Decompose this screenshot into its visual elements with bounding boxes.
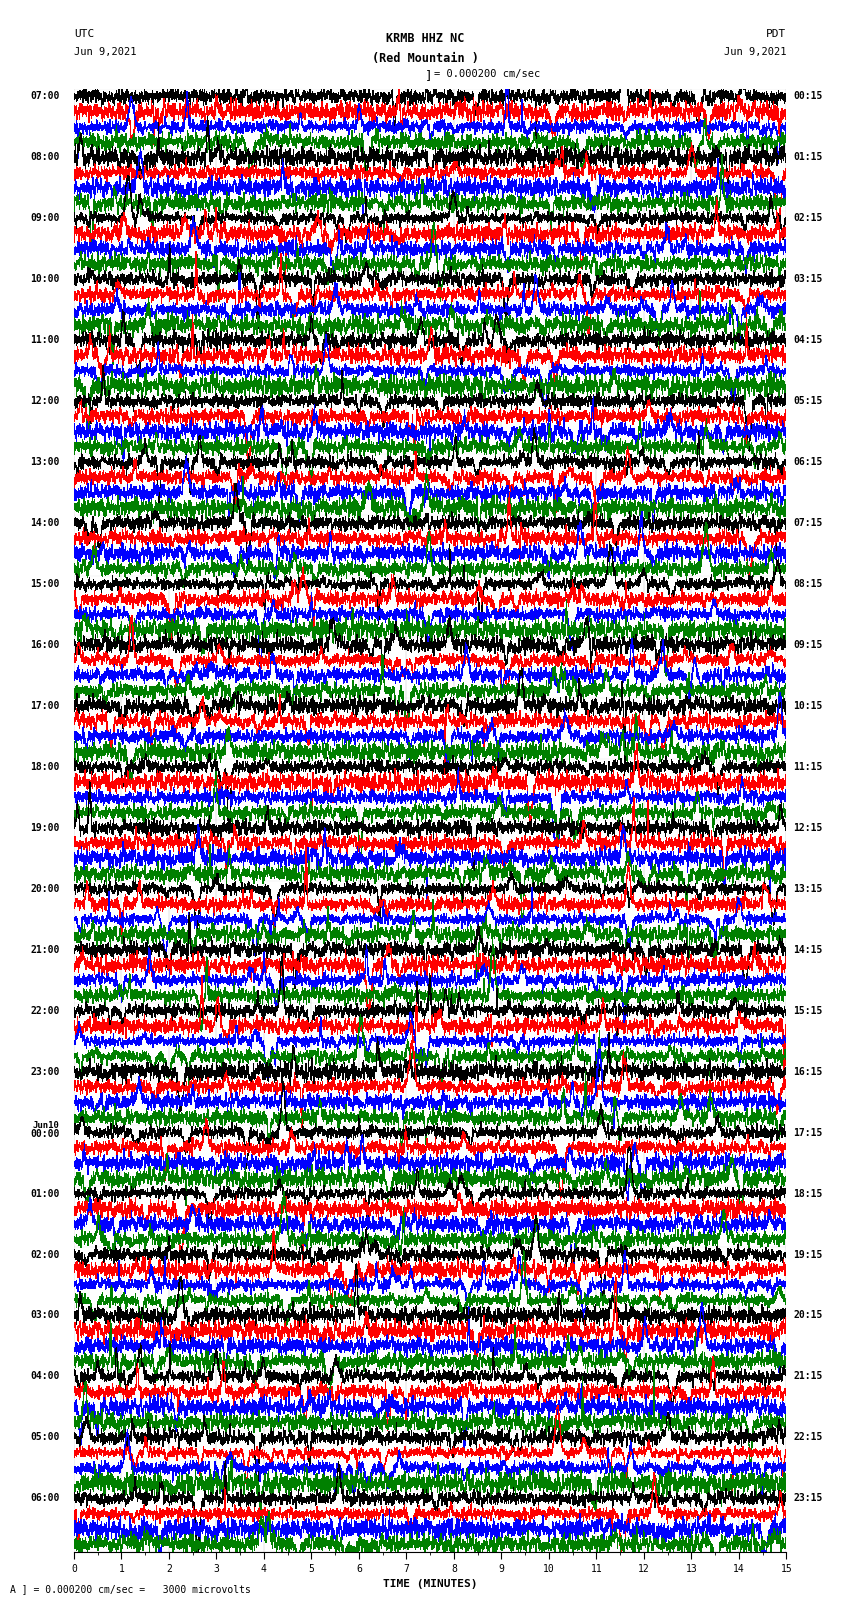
Text: 14:00: 14:00 <box>31 518 60 527</box>
Text: Jun10: Jun10 <box>33 1121 60 1129</box>
Text: ]: ] <box>425 69 433 82</box>
Text: 04:15: 04:15 <box>793 336 823 345</box>
Text: = 0.000200 cm/sec: = 0.000200 cm/sec <box>434 69 540 79</box>
Text: 23:15: 23:15 <box>793 1494 823 1503</box>
Text: 10:15: 10:15 <box>793 702 823 711</box>
Text: 09:15: 09:15 <box>793 640 823 650</box>
Text: 01:00: 01:00 <box>31 1189 60 1198</box>
Text: 13:00: 13:00 <box>31 456 60 468</box>
Text: 18:15: 18:15 <box>793 1189 823 1198</box>
Text: 05:15: 05:15 <box>793 397 823 406</box>
Text: 14:15: 14:15 <box>793 945 823 955</box>
Text: 05:00: 05:00 <box>31 1432 60 1442</box>
Text: 07:15: 07:15 <box>793 518 823 527</box>
Text: 13:15: 13:15 <box>793 884 823 894</box>
Text: 23:00: 23:00 <box>31 1066 60 1076</box>
Text: 20:00: 20:00 <box>31 884 60 894</box>
Text: 09:00: 09:00 <box>31 213 60 223</box>
Text: 00:00: 00:00 <box>31 1129 60 1139</box>
Text: 22:00: 22:00 <box>31 1005 60 1016</box>
X-axis label: TIME (MINUTES): TIME (MINUTES) <box>382 1579 478 1589</box>
Text: 03:15: 03:15 <box>793 274 823 284</box>
Text: 08:15: 08:15 <box>793 579 823 589</box>
Text: KRMB HHZ NC: KRMB HHZ NC <box>386 32 464 45</box>
Text: 18:00: 18:00 <box>31 761 60 773</box>
Text: PDT: PDT <box>766 29 786 39</box>
Text: 20:15: 20:15 <box>793 1310 823 1321</box>
Text: 16:00: 16:00 <box>31 640 60 650</box>
Text: 15:00: 15:00 <box>31 579 60 589</box>
Text: 00:15: 00:15 <box>793 92 823 102</box>
Text: 12:00: 12:00 <box>31 397 60 406</box>
Text: Jun 9,2021: Jun 9,2021 <box>723 47 786 56</box>
Text: 21:00: 21:00 <box>31 945 60 955</box>
Text: 07:00: 07:00 <box>31 92 60 102</box>
Text: 08:00: 08:00 <box>31 152 60 163</box>
Text: 16:15: 16:15 <box>793 1066 823 1076</box>
Text: 12:15: 12:15 <box>793 823 823 832</box>
Text: 15:15: 15:15 <box>793 1005 823 1016</box>
Text: 17:00: 17:00 <box>31 702 60 711</box>
Text: (Red Mountain ): (Red Mountain ) <box>371 52 479 65</box>
Text: 19:00: 19:00 <box>31 823 60 832</box>
Text: 06:00: 06:00 <box>31 1494 60 1503</box>
Text: 17:15: 17:15 <box>793 1127 823 1137</box>
Text: 03:00: 03:00 <box>31 1310 60 1321</box>
Text: 19:15: 19:15 <box>793 1250 823 1260</box>
Text: 02:00: 02:00 <box>31 1250 60 1260</box>
Text: A ] = 0.000200 cm/sec =   3000 microvolts: A ] = 0.000200 cm/sec = 3000 microvolts <box>10 1584 251 1594</box>
Text: 04:00: 04:00 <box>31 1371 60 1381</box>
Text: 06:15: 06:15 <box>793 456 823 468</box>
Text: 10:00: 10:00 <box>31 274 60 284</box>
Text: 11:15: 11:15 <box>793 761 823 773</box>
Text: Jun 9,2021: Jun 9,2021 <box>74 47 137 56</box>
Text: 22:15: 22:15 <box>793 1432 823 1442</box>
Text: 21:15: 21:15 <box>793 1371 823 1381</box>
Text: UTC: UTC <box>74 29 94 39</box>
Text: 02:15: 02:15 <box>793 213 823 223</box>
Text: 11:00: 11:00 <box>31 336 60 345</box>
Text: 01:15: 01:15 <box>793 152 823 163</box>
